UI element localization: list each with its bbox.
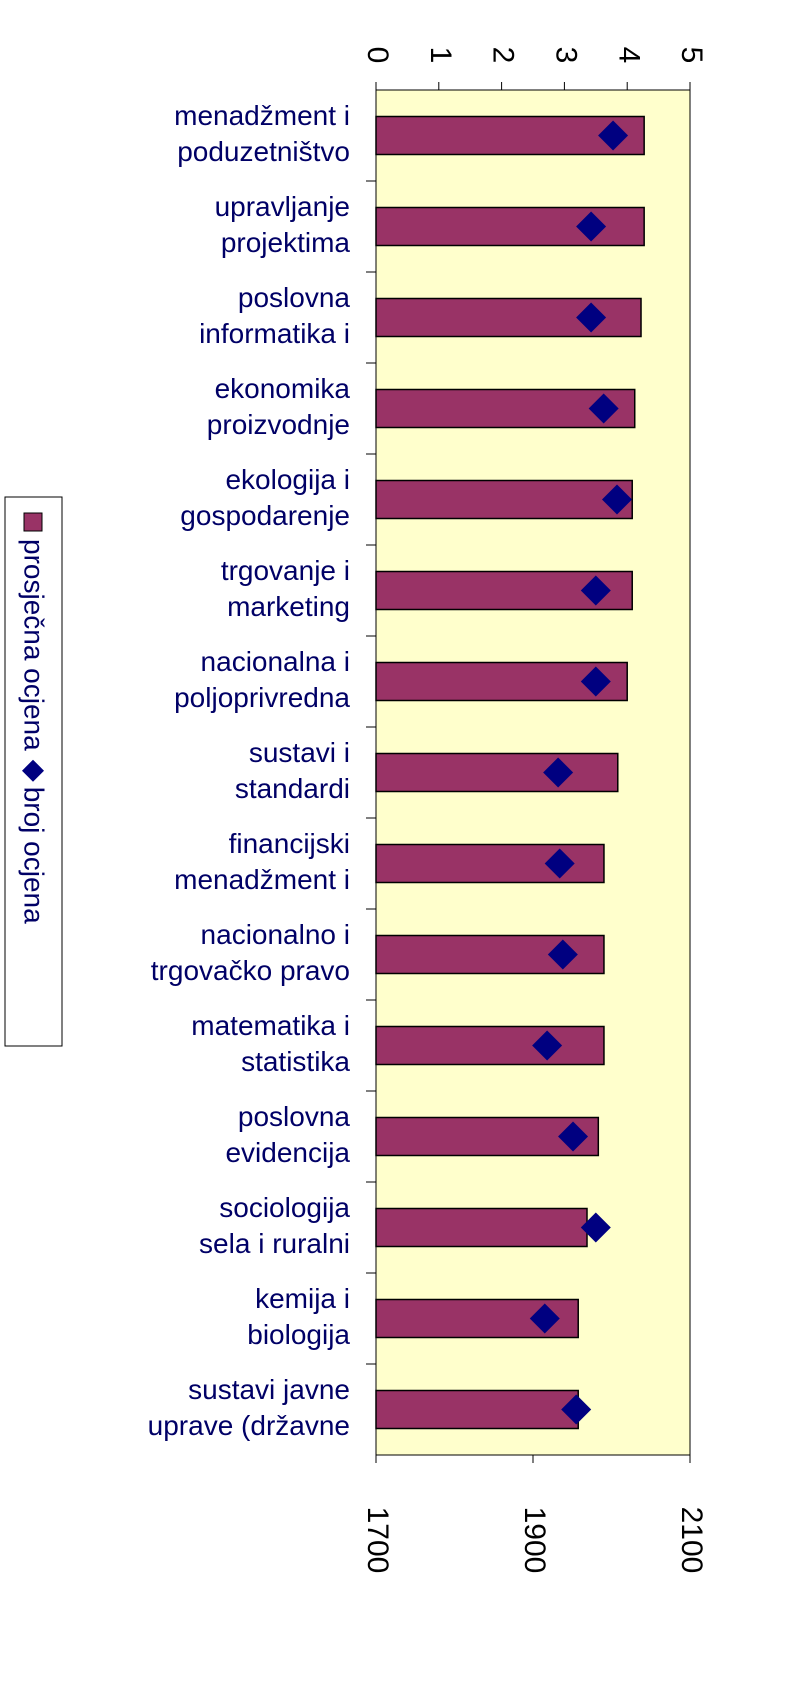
- category-label: nacionalna i: [201, 646, 350, 677]
- category-label: trgovanje i: [221, 555, 350, 586]
- marker: [580, 575, 611, 606]
- bar: [375, 1389, 579, 1430]
- y2-tick-label: 1700: [361, 1507, 394, 1574]
- marker: [547, 939, 578, 970]
- legend-marker: [23, 512, 43, 532]
- y-tick-label: 4: [612, 47, 645, 64]
- bar: [375, 479, 633, 520]
- marker: [588, 393, 619, 424]
- category-label: nacionalno i: [201, 919, 350, 950]
- category-label: biologija: [247, 1319, 350, 1350]
- category-label: ekologija i: [225, 464, 350, 495]
- y-tick-label: 5: [675, 47, 708, 64]
- marker: [580, 666, 611, 697]
- category-label: menadžment i: [174, 100, 350, 131]
- category-label: trgovačko pravo: [151, 955, 350, 986]
- category-label: ekonomika: [215, 373, 351, 404]
- y2-tick-label: 2100: [675, 1507, 708, 1574]
- category-label: menadžment i: [174, 864, 350, 895]
- category-label: sociologija: [219, 1192, 350, 1223]
- y-tick-label: 1: [424, 47, 457, 64]
- marker: [529, 1303, 560, 1334]
- legend-marker: [22, 759, 44, 782]
- category-label: uprave (državne: [148, 1410, 350, 1441]
- marker: [598, 120, 629, 151]
- category-label: projektima: [221, 227, 351, 258]
- category-label: kemija i: [255, 1283, 350, 1314]
- y-tick-label: 3: [549, 47, 582, 64]
- category-label: sustavi i: [249, 737, 350, 768]
- bar: [375, 1207, 588, 1248]
- bar: [375, 115, 645, 156]
- marker: [576, 302, 607, 333]
- marker: [558, 1121, 589, 1152]
- category-label: statistika: [241, 1046, 350, 1077]
- category-label: sustavi javne: [188, 1374, 350, 1405]
- marker: [543, 757, 574, 788]
- category-label: gospodarenje: [180, 500, 350, 531]
- marker: [576, 211, 607, 242]
- bar: [375, 1025, 605, 1066]
- marker: [601, 484, 632, 515]
- category-label: informatika i: [199, 318, 350, 349]
- category-label: poslovna: [238, 282, 351, 313]
- category-label: poduzetništvo: [177, 136, 350, 167]
- y-tick-label: 0: [361, 47, 394, 64]
- category-label: standardi: [235, 773, 350, 804]
- category-label: matematika i: [191, 1010, 350, 1041]
- category-label: upravljanje: [215, 191, 350, 222]
- legend-label: prosječna ocjena: [19, 539, 50, 751]
- y2-tick-label: 1900: [518, 1507, 551, 1574]
- marker: [580, 1212, 611, 1243]
- marker: [532, 1030, 563, 1061]
- y-tick-label: 2: [487, 47, 520, 64]
- bar: [375, 752, 619, 793]
- marker: [544, 848, 575, 879]
- marker: [561, 1394, 592, 1425]
- category-label: poslovna: [238, 1101, 351, 1132]
- category-label: poljoprivredna: [174, 682, 350, 713]
- category-label: proizvodnje: [207, 409, 350, 440]
- category-label: sela i ruralni: [199, 1228, 350, 1259]
- legend: prosječna ocjena broj ocjena: [19, 512, 50, 924]
- category-label: marketing: [227, 591, 350, 622]
- legend-label: broj ocjena: [19, 787, 50, 924]
- category-label: evidencija: [225, 1137, 350, 1168]
- category-label: financijski: [229, 828, 350, 859]
